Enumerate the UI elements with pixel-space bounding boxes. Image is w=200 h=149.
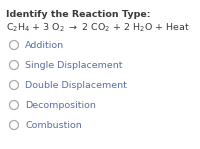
Text: Combustion: Combustion <box>25 121 82 129</box>
Text: Addition: Addition <box>25 41 64 49</box>
Text: Single Displacement: Single Displacement <box>25 60 122 69</box>
Text: Double Displacement: Double Displacement <box>25 80 127 90</box>
Text: C$_2$H$_4$ + 3 O$_2$ $\rightarrow$ 2 CO$_2$ + 2 H$_2$O + Heat: C$_2$H$_4$ + 3 O$_2$ $\rightarrow$ 2 CO$… <box>6 22 190 35</box>
Text: Decomposition: Decomposition <box>25 100 96 110</box>
Text: Identify the Reaction Type:: Identify the Reaction Type: <box>6 10 151 19</box>
